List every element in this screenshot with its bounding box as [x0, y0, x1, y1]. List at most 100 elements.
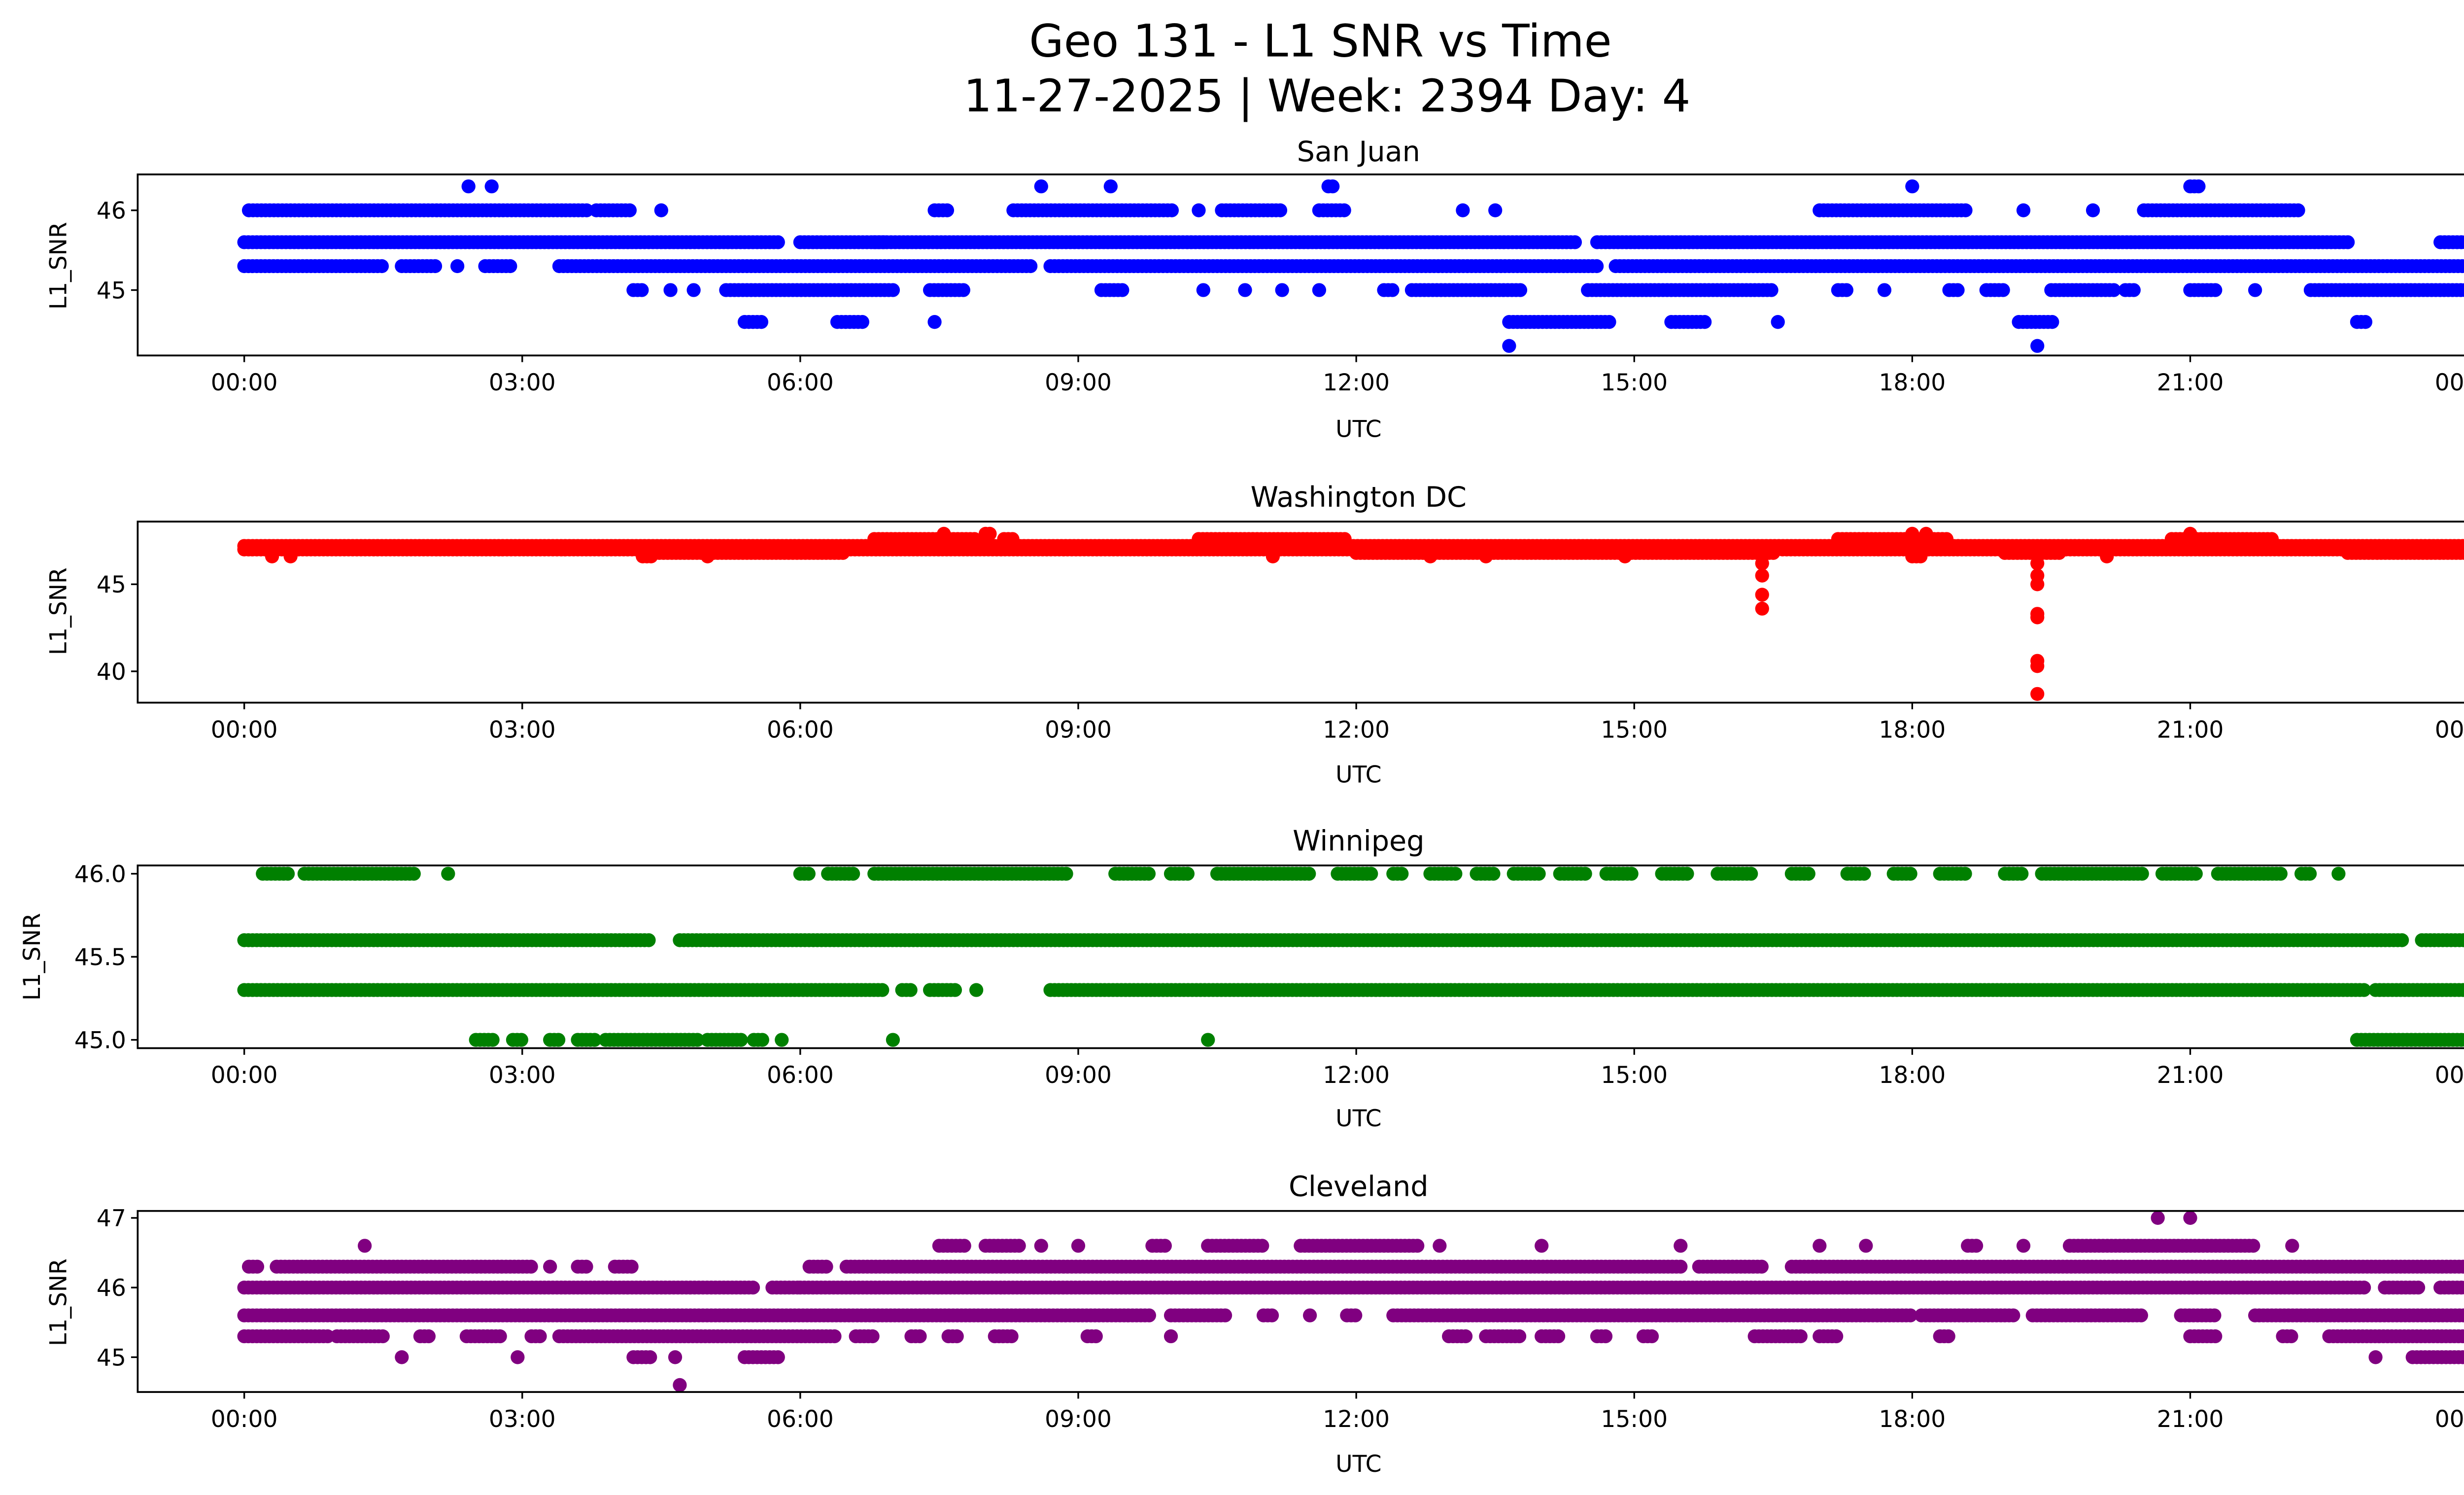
x-tick-label: 03:00 [489, 369, 556, 396]
data-point [819, 1259, 833, 1274]
data-point [1568, 235, 1582, 249]
data-point [663, 283, 678, 297]
data-point [1196, 283, 1210, 297]
data-point [755, 1033, 769, 1047]
x-tick-label: 00:00 [2435, 369, 2464, 396]
data-point [1273, 203, 1288, 217]
data-point [948, 983, 962, 997]
data-point [1903, 867, 1917, 881]
data-point [1024, 259, 1038, 274]
data-point [250, 1259, 265, 1274]
x-axis-label: UTC [1335, 1105, 1381, 1132]
x-tick-label: 18:00 [1879, 369, 1946, 396]
data-point [1754, 1259, 1769, 1274]
data-point [2030, 556, 2045, 571]
data-point [1433, 1239, 1447, 1253]
data-point [524, 1259, 538, 1274]
data-point [357, 1239, 372, 1253]
data-point [2052, 546, 2066, 560]
data-point [1164, 203, 1179, 217]
data-point [1857, 867, 1871, 881]
data-point [1456, 203, 1470, 217]
y-axis-label: L1_SNR [45, 222, 72, 310]
data-point [587, 1033, 602, 1047]
data-point [1764, 283, 1779, 297]
data-point [1034, 179, 1048, 194]
data-point [1034, 1239, 1048, 1253]
x-tick-label: 00:00 [2435, 1062, 2464, 1089]
data-point [2045, 315, 2059, 329]
x-tick-label: 00:00 [211, 716, 278, 743]
data-point [2183, 1211, 2197, 1225]
panel-san-juan: San Juan UTC L1_SNR 00:00 03:00 06:00 09:00… [45, 135, 2464, 443]
x-axis-label: UTC [1335, 416, 1381, 443]
data-point [1680, 867, 1694, 881]
data-point [1448, 867, 1463, 881]
x-tick-label: 06:00 [767, 369, 834, 396]
panel-washington-dc: Washington DC UTC L1_SNR 00:00 03:00 06:00… [45, 481, 2464, 788]
y-axis-label: L1_SNR [45, 1258, 72, 1346]
x-tick-label: 00:00 [2435, 716, 2464, 743]
data-point [2461, 934, 2464, 946]
data-point [484, 179, 499, 194]
data-point [969, 983, 984, 997]
data-point [957, 1239, 971, 1253]
data-point [1302, 867, 1316, 881]
data-point [2340, 235, 2355, 249]
y-tick-label: 45 [97, 277, 126, 304]
data-point [690, 1033, 705, 1047]
data-point [654, 203, 668, 217]
axis-ticks: 00:00 03:00 06:00 09:00 12:00 15:00 18:00 21:00… [74, 861, 2464, 1089]
data-point [886, 1033, 900, 1047]
x-tick-label: 12:00 [1323, 716, 1390, 743]
data-point [967, 532, 982, 546]
data-point [2458, 1033, 2464, 1047]
data-point [1698, 315, 1712, 329]
x-tick-label: 00:00 [211, 1062, 278, 1089]
data-point [1423, 549, 1437, 563]
y-tick-label: 40 [97, 659, 126, 686]
data-point [1395, 867, 1409, 881]
data-point [1744, 867, 1758, 881]
data-point [1578, 867, 1592, 881]
x-tick-label: 21:00 [2157, 369, 2224, 396]
data-point [2357, 983, 2371, 997]
data-point [2458, 283, 2464, 297]
panel-cleveland: Cleveland UTC L1_SNR 00:00 03:00 06:00 09:0… [45, 1170, 2464, 1478]
x-axis-label: UTC [1335, 761, 1381, 788]
data-point [1624, 867, 1639, 881]
data-point [1326, 179, 1340, 194]
data-point [2135, 867, 2149, 881]
data-point [1958, 203, 1973, 217]
x-tick-label: 15:00 [1601, 716, 1668, 743]
data-point [1337, 532, 1352, 546]
data-point [940, 203, 955, 217]
y-tick-label: 46.0 [74, 861, 126, 888]
data-point [642, 933, 656, 947]
axes-frame [137, 521, 2464, 704]
data-point [1141, 867, 1156, 881]
axis-ticks: 00:00 03:00 06:00 09:00 12:00 15:00 18:00 21:00… [97, 197, 2464, 396]
data-point [485, 1033, 500, 1047]
scatter-points [237, 867, 2464, 1047]
data-point [1059, 867, 1073, 881]
data-point [441, 867, 455, 881]
data-point [1535, 1239, 1549, 1253]
y-tick-label: 46 [97, 197, 126, 224]
data-point [1674, 1239, 1688, 1253]
data-point [1839, 283, 1853, 297]
data-point [450, 259, 465, 274]
x-tick-label: 15:00 [1601, 1062, 1668, 1089]
data-point [2358, 315, 2373, 329]
y-tick-label: 45.0 [74, 1027, 126, 1054]
data-point [2208, 283, 2223, 297]
data-point [1618, 549, 1632, 563]
x-tick-label: 06:00 [767, 1062, 834, 1089]
data-point [1602, 315, 1616, 329]
data-point [2459, 259, 2464, 273]
x-tick-label: 09:00 [1045, 716, 1112, 743]
data-point [580, 203, 594, 217]
x-tick-label: 00:00 [211, 369, 278, 396]
data-point [1012, 1239, 1026, 1253]
